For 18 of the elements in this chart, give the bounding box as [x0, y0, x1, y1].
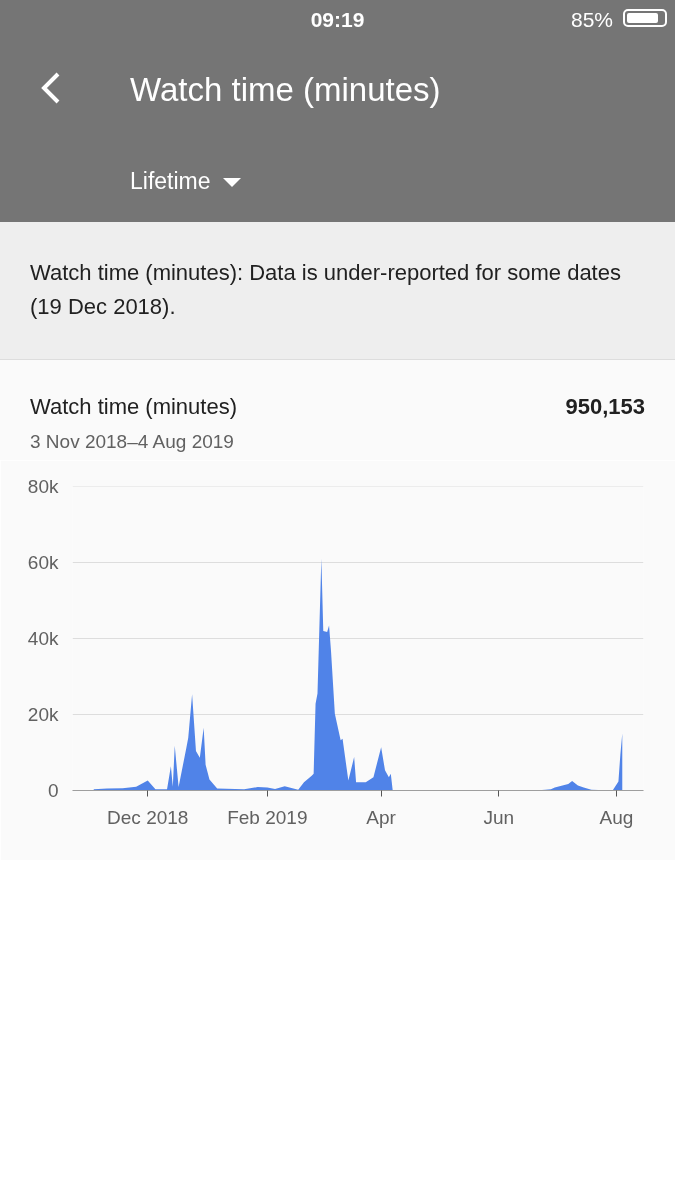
y-tick-label: 40k — [27, 628, 59, 649]
x-tick-label: Feb 2019 — [227, 806, 308, 828]
text: 950,153 — [564, 393, 645, 421]
chart-title: Watch time (minutes) — [130, 70, 441, 110]
y-tick-label: 0 — [47, 780, 59, 801]
y-tick-label: 60k — [27, 552, 59, 573]
chart-subtitle: Lifetime — [130, 167, 212, 196]
text: 3 Nov 2018–4 Aug 2019 — [30, 430, 234, 454]
y-tick-label: 80k — [27, 476, 59, 497]
text: Watch time (minutes) — [30, 393, 238, 421]
x-tick-label: Aug — [599, 806, 634, 828]
text: 09:19 — [310, 8, 365, 31]
x-tick-label: Dec 2018 — [107, 806, 189, 828]
x-tick-label: Apr — [366, 806, 397, 828]
y-tick-label: 20k — [27, 704, 59, 725]
text: Watch time (minutes): Data is under-reported for some dates (19 Dec 2018). — [29, 259, 622, 321]
x-tick-label: Jun — [483, 806, 515, 828]
text: 85% — [570, 7, 613, 33]
